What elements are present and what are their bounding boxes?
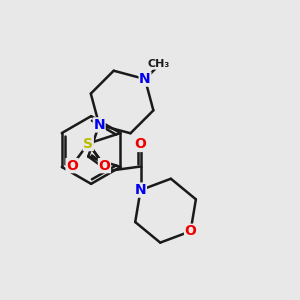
Text: S: S <box>83 136 93 151</box>
Text: O: O <box>184 224 196 238</box>
Text: O: O <box>66 159 78 172</box>
Text: N: N <box>135 183 146 197</box>
Text: O: O <box>135 137 146 152</box>
Text: CH₃: CH₃ <box>147 59 170 69</box>
Text: N: N <box>93 118 105 132</box>
Text: O: O <box>98 159 110 172</box>
Text: N: N <box>139 72 151 86</box>
